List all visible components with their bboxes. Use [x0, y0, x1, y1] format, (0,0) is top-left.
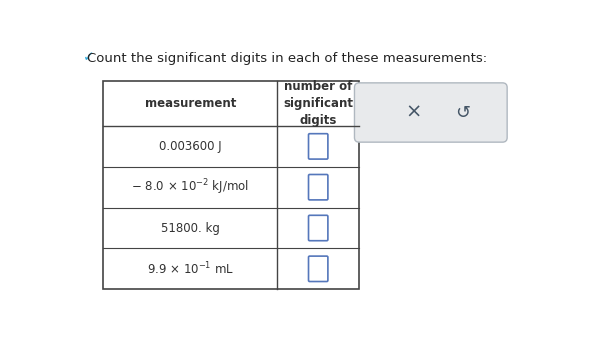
- Text: ✓: ✓: [82, 51, 94, 65]
- Text: 0.003600 J: 0.003600 J: [159, 140, 221, 153]
- Text: ×: ×: [406, 103, 422, 122]
- Text: number of
significant
digits: number of significant digits: [283, 80, 353, 127]
- Text: 51800. kg: 51800. kg: [161, 222, 220, 235]
- Bar: [103, 81, 359, 289]
- FancyBboxPatch shape: [309, 174, 328, 200]
- Text: ↺: ↺: [455, 104, 470, 121]
- FancyBboxPatch shape: [354, 83, 507, 142]
- Text: Count the significant digits in each of these measurements:: Count the significant digits in each of …: [87, 52, 487, 65]
- Text: $-$ 8.0 $\times$ 10$^{-2}$ kJ/mol: $-$ 8.0 $\times$ 10$^{-2}$ kJ/mol: [131, 178, 249, 197]
- Text: 9.9 $\times$ 10$^{-1}$ mL: 9.9 $\times$ 10$^{-1}$ mL: [147, 260, 234, 277]
- FancyBboxPatch shape: [309, 134, 328, 159]
- FancyBboxPatch shape: [309, 215, 328, 241]
- Text: measurement: measurement: [145, 97, 236, 110]
- FancyBboxPatch shape: [309, 256, 328, 281]
